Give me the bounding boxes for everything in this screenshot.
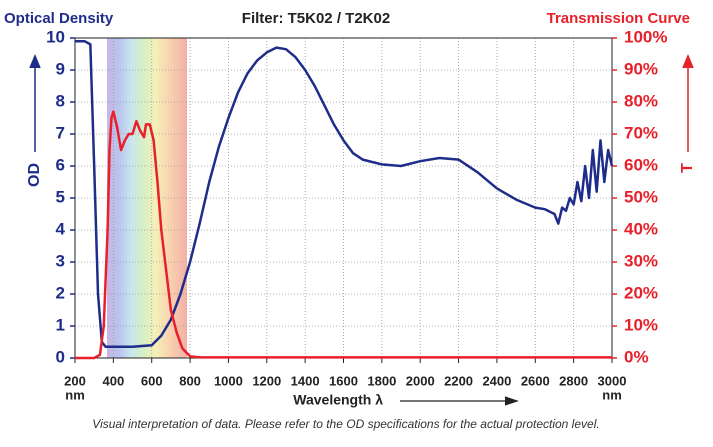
x-tick-label: 400 (103, 373, 125, 388)
x-tick-label: 1200 (252, 373, 281, 388)
y-tick-label: 3 (56, 251, 65, 270)
y-tick-label: 5 (56, 187, 65, 206)
y2-title: Transmission Curve (547, 10, 690, 27)
y2-arrow (682, 54, 694, 152)
x-arrow (400, 396, 519, 406)
x-tick-label: 2200 (444, 373, 473, 388)
y2-tick-label: 80% (624, 91, 658, 110)
y2-axis-label: T (679, 163, 696, 173)
x-tick-label: 800 (179, 373, 201, 388)
footnote: Visual interpretation of data. Please re… (92, 417, 599, 431)
y-arrow (29, 54, 41, 152)
x-tick-label: 2600 (521, 373, 550, 388)
y2-tick-label: 10% (624, 315, 658, 334)
y-tick-label: 4 (56, 219, 66, 238)
x-tick-label: 1600 (329, 373, 358, 388)
x-tick-label: 1000 (214, 373, 243, 388)
y2-tick-label: 30% (624, 251, 658, 270)
x-tick-label: 2400 (482, 373, 511, 388)
y2-tick-label: 60% (624, 155, 658, 174)
x-tick-label: 3000 (598, 373, 627, 388)
x-tick-label: 1800 (367, 373, 396, 388)
y-tick-label: 6 (56, 155, 65, 174)
y-tick-label: 9 (56, 59, 65, 78)
y2-tick-label: 20% (624, 283, 658, 302)
y-tick-label: 10 (46, 27, 65, 46)
x-axis-label: Wavelength λ (293, 392, 383, 408)
x-tick-label: 2800 (559, 373, 588, 388)
y2-tick-label: 70% (624, 123, 658, 142)
data-line (75, 39, 614, 349)
y-axis-label: OD (26, 163, 43, 187)
y-tick-label: 2 (56, 283, 65, 302)
y2-tick-label: 0% (624, 347, 649, 366)
y-tick-label: 1 (56, 315, 65, 334)
y2-tick-label: 90% (624, 59, 658, 78)
x-unit-label: nm (602, 387, 622, 402)
chart-title: Filter: T5K02 / T2K02 (242, 10, 390, 27)
x-tick-label: 200 (64, 373, 86, 388)
x-tick-label: 1400 (291, 373, 320, 388)
y-tick-label: 0 (56, 347, 65, 366)
y-title: Optical Density (4, 10, 114, 27)
y2-tick-label: 50% (624, 187, 658, 206)
data-line (75, 110, 612, 360)
x-unit-label: nm (65, 387, 85, 402)
y2-tick-label: 100% (624, 27, 667, 46)
y-tick-label: 8 (56, 91, 65, 110)
x-tick-label: 600 (141, 373, 163, 388)
y-tick-label: 7 (56, 123, 65, 142)
y2-tick-label: 40% (624, 219, 658, 238)
x-tick-label: 2000 (406, 373, 435, 388)
